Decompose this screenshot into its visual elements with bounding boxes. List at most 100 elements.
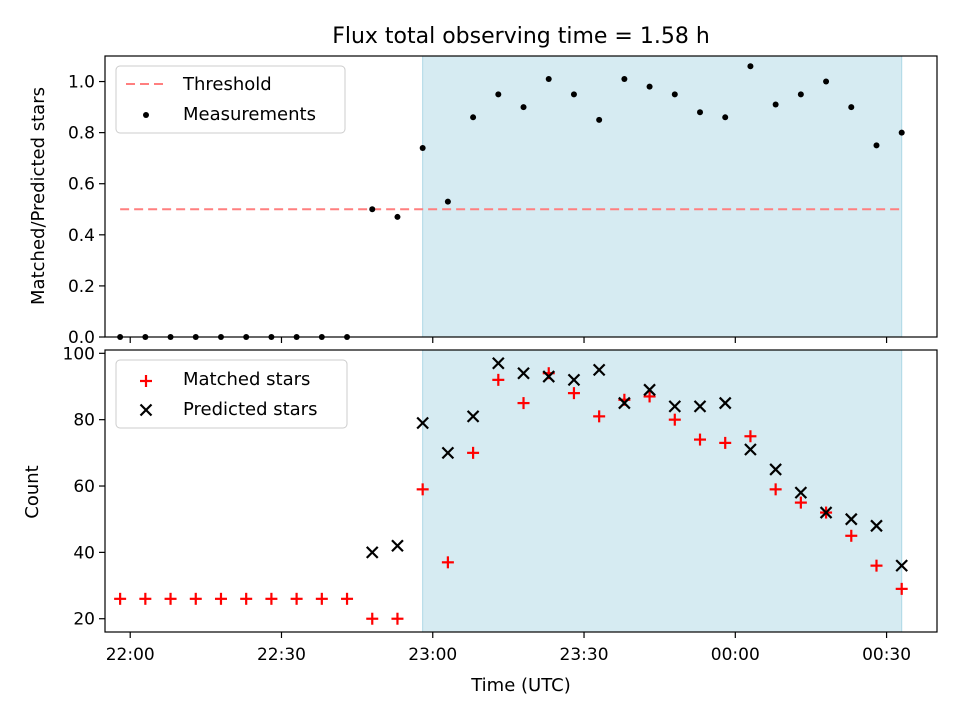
y-tick-label: 1.0 bbox=[68, 73, 95, 93]
y-tick-label: 0.2 bbox=[68, 277, 95, 297]
matched-stars-point bbox=[189, 592, 202, 605]
matched-stars-point bbox=[467, 446, 480, 459]
matched-stars-point bbox=[794, 496, 807, 509]
matched-stars-point bbox=[593, 410, 606, 423]
matched-stars-point bbox=[391, 612, 404, 625]
predicted-stars-point bbox=[365, 546, 379, 559]
x-tick-label: 22:00 bbox=[106, 645, 155, 665]
y-tick-label: 100 bbox=[63, 344, 95, 364]
predicted-stars-legend-label: Predicted stars bbox=[183, 399, 317, 420]
matched-stars-point bbox=[517, 397, 530, 410]
predicted-stars-point bbox=[895, 559, 908, 572]
measurement-point bbox=[646, 83, 653, 90]
measurement-point bbox=[873, 142, 880, 149]
bottom-y-axis-label: Count bbox=[22, 465, 43, 518]
matched-stars-legend-swatch bbox=[140, 375, 152, 387]
y-tick-label: 20 bbox=[73, 610, 95, 630]
matched-stars-series bbox=[114, 367, 908, 625]
matched-stars-point bbox=[114, 592, 127, 605]
predicted-stars-point bbox=[870, 519, 883, 533]
measurement-point bbox=[495, 91, 502, 98]
matched-stars-point bbox=[214, 592, 227, 605]
matched-stars-point bbox=[643, 390, 656, 403]
predicted-stars-point bbox=[819, 506, 833, 519]
predicted-stars-series bbox=[365, 356, 908, 572]
y-tick-label: 40 bbox=[73, 543, 95, 563]
bottom-legend-box bbox=[115, 359, 348, 429]
y-tick-label: 60 bbox=[73, 477, 95, 497]
predicted-stars-point bbox=[592, 363, 606, 377]
matched-stars-point bbox=[769, 483, 782, 496]
matched-stars-point bbox=[744, 430, 757, 443]
top-y-axis: 0.0 0.2 0.4 0.6 0.8 1.0 bbox=[68, 73, 105, 348]
y-tick-label: 0.8 bbox=[68, 124, 95, 144]
matched-stars-point bbox=[164, 592, 177, 605]
predicted-stars-point bbox=[416, 416, 429, 430]
measurement-point bbox=[596, 116, 603, 123]
measurement-point bbox=[697, 109, 704, 116]
bottom-panel: 20 40 60 80 100 22:00 22:30 23:00 23:30 00:00 00:… bbox=[22, 344, 938, 696]
bottom-shaded-span bbox=[422, 349, 903, 633]
matched-stars-point bbox=[845, 529, 858, 542]
y-tick-label: 80 bbox=[73, 411, 95, 431]
matched-stars-point bbox=[315, 592, 328, 605]
matched-stars-point bbox=[694, 433, 707, 446]
predicted-stars-legend-swatch bbox=[139, 403, 153, 417]
predicted-stars-point bbox=[643, 383, 656, 397]
measurement-point bbox=[520, 104, 527, 111]
predicted-stars-point bbox=[693, 400, 707, 413]
x-axis-label: Time (UTC) bbox=[470, 675, 571, 696]
y-tick-label: 0.4 bbox=[68, 226, 95, 246]
matched-stars-point bbox=[492, 373, 505, 386]
measurement-point bbox=[570, 91, 577, 98]
chart-title: Flux total observing time = 1.58 h bbox=[332, 24, 710, 49]
matched-stars-point bbox=[870, 559, 883, 572]
measurement-point bbox=[444, 198, 451, 205]
x-tick-label: 22:30 bbox=[257, 645, 306, 665]
measurements-legend-label: Measurements bbox=[183, 104, 316, 125]
threshold-legend-label: Threshold bbox=[182, 74, 272, 95]
matched-stars-point bbox=[441, 556, 454, 569]
matched-stars-point bbox=[416, 483, 429, 496]
top-plot-frame bbox=[104, 55, 938, 338]
top-legend-box bbox=[115, 65, 346, 134]
predicted-stars-point bbox=[466, 410, 480, 423]
matched-stars-legend-label: Matched stars bbox=[183, 369, 310, 390]
predicted-stars-point bbox=[567, 373, 581, 387]
predicted-stars-point bbox=[845, 512, 858, 526]
matched-stars-point bbox=[290, 592, 303, 605]
measurement-point bbox=[722, 114, 729, 121]
x-tick-label: 00:00 bbox=[711, 645, 760, 665]
x-tick-label: 23:30 bbox=[560, 645, 609, 665]
measurement-point bbox=[747, 63, 754, 70]
predicted-stars-point bbox=[744, 443, 757, 456]
top-panel: 0.0 0.2 0.4 0.6 0.8 1.0 Matched/Predicted sta… bbox=[28, 55, 938, 348]
top-x-axis bbox=[129, 337, 888, 343]
x-tick-label: 00:30 bbox=[862, 645, 911, 665]
measurement-point bbox=[419, 144, 426, 151]
measurement-point bbox=[394, 213, 401, 220]
top-shaded-span bbox=[422, 55, 903, 338]
measurement-point bbox=[797, 91, 804, 98]
measurement-point bbox=[848, 104, 855, 111]
measurement-point bbox=[621, 75, 628, 82]
x-tick-label: 23:00 bbox=[408, 645, 457, 665]
bottom-y-axis: 20 40 60 80 100 bbox=[63, 344, 105, 630]
bottom-x-axis: 22:00 22:30 23:00 23:30 00:00 00:30 bbox=[106, 632, 911, 665]
predicted-stars-point bbox=[794, 486, 808, 499]
top-y-axis-label: Matched/Predicted stars bbox=[28, 87, 49, 305]
measurement-point bbox=[898, 129, 905, 136]
measurement-point bbox=[772, 101, 779, 108]
predicted-stars-point bbox=[718, 396, 732, 410]
measurement-point bbox=[369, 206, 376, 213]
y-tick-label: 0.6 bbox=[68, 175, 95, 195]
matched-stars-point bbox=[240, 592, 253, 605]
predicted-stars-point bbox=[668, 400, 682, 413]
bottom-plot-frame bbox=[104, 349, 938, 633]
predicted-stars-point bbox=[441, 446, 455, 460]
matched-stars-point bbox=[567, 387, 580, 400]
predicted-stars-point bbox=[769, 463, 782, 476]
predicted-stars-point bbox=[517, 366, 530, 380]
matched-stars-point bbox=[139, 592, 152, 605]
measurement-point bbox=[671, 91, 678, 98]
